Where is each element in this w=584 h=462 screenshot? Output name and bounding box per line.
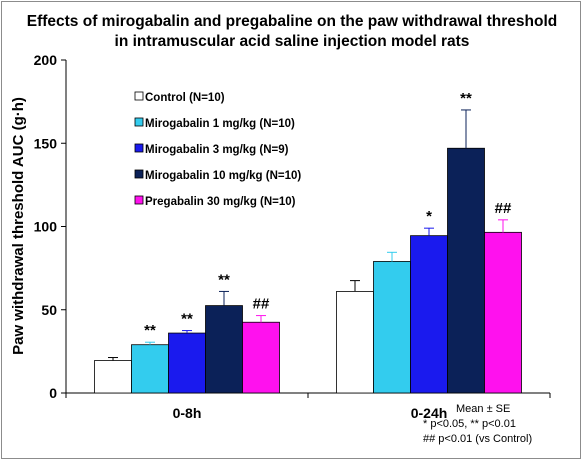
- legend-label: Mirogabalin 3 mg/kg (N=9): [145, 144, 289, 156]
- y-tick-label: 150: [34, 135, 58, 151]
- y-axis-label: Paw withdrawal threshold AUC (g·h): [10, 97, 27, 355]
- significance-mark: **: [218, 271, 230, 288]
- legend-swatch: [134, 195, 144, 205]
- bar: [484, 231, 522, 394]
- significance-notes: Mean ± SE * p<0.05, ** p<0.01 ## p<0.01 …: [423, 402, 532, 447]
- legend-label: Control (N=10): [145, 92, 225, 104]
- significance-mark: ##: [495, 200, 512, 217]
- note-vs-control: ## p<0.01 (vs Control): [423, 433, 533, 445]
- bar: [242, 321, 280, 394]
- axes: 0 50 100 150 200 0-8h 0-24h: [34, 52, 551, 421]
- x-category-label: 0-24h: [411, 405, 448, 421]
- bar: [94, 360, 132, 394]
- legend-label: Mirogabalin 10 mg/kg (N=10): [145, 170, 301, 182]
- bar: [131, 344, 169, 394]
- legend-swatch: [134, 169, 144, 179]
- bar: [205, 305, 243, 394]
- chart-title-line-1: Effects of mirogabalin and pregabaline o…: [26, 13, 558, 30]
- y-tick-label: 200: [34, 52, 58, 68]
- bar: [410, 235, 448, 394]
- x-category-label: 0-8h: [173, 405, 202, 421]
- bar: [447, 147, 485, 394]
- legend-swatch: [134, 143, 144, 153]
- significance-mark: *: [426, 208, 432, 225]
- legend-label: Pregabalin 30 mg/kg (N=10): [145, 196, 296, 208]
- legend-swatch: [134, 91, 144, 101]
- significance-mark: **: [460, 90, 472, 107]
- significance-mark: **: [144, 322, 156, 339]
- bar: [168, 332, 206, 394]
- y-tick-label: 100: [34, 219, 58, 235]
- legend-swatch: [134, 117, 144, 127]
- bar: [336, 291, 374, 394]
- chart-title-line-2: in intramuscular acid saline injection m…: [114, 33, 470, 50]
- bars: ******##***##: [94, 90, 522, 394]
- bar: [373, 261, 411, 394]
- legend: Control (N=10) Mirogabalin 1 mg/kg (N=10)…: [134, 91, 301, 208]
- note-mean-se: Mean ± SE: [456, 403, 511, 415]
- y-tick-label: 0: [49, 385, 57, 401]
- y-tick-label: 50: [41, 302, 57, 318]
- note-p-values: * p<0.05, ** p<0.01: [423, 418, 516, 430]
- significance-mark: ##: [253, 296, 270, 313]
- legend-label: Mirogabalin 1 mg/kg (N=10): [145, 118, 295, 130]
- significance-mark: **: [181, 311, 193, 328]
- chart-title: Effects of mirogabalin and pregabaline o…: [0, 12, 584, 52]
